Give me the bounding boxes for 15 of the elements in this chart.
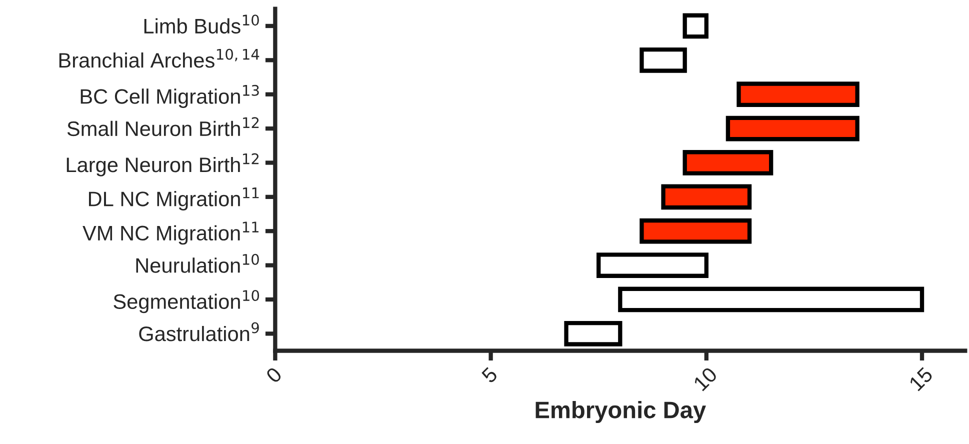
x-tick-label: 15 [908,366,934,392]
y-tick-label: Limb Buds$^{10}$ [144,14,259,34]
x-tick-label: 10 [692,366,718,392]
x-tick-label: 0 [265,366,283,384]
x-axis-title: Embryonic Day [536,401,706,424]
y-tick-label: Small Neuron Birth$^{12}$ [67,117,259,136]
y-tick-label: Segmentation$^{10}$ [114,290,260,314]
y-tick-label: Neurulation$^{10}$ [136,254,259,273]
y-tick-label: BC Cell Migration$^{13}$ [80,84,259,108]
y-tick-label: Branchial Arches$^{10,14}$ [59,48,260,68]
x-tick-label: 5 [480,366,498,384]
y-tick-label: DL NC Migration$^{11}$ [88,188,259,210]
y-tick-label: Gastrulation$^{9}$ [139,322,259,342]
y-tick-label: Large Neuron Birth$^{12}$ [66,153,259,176]
y-tick-label: VM NC Migration$^{11}$ [82,222,258,245]
